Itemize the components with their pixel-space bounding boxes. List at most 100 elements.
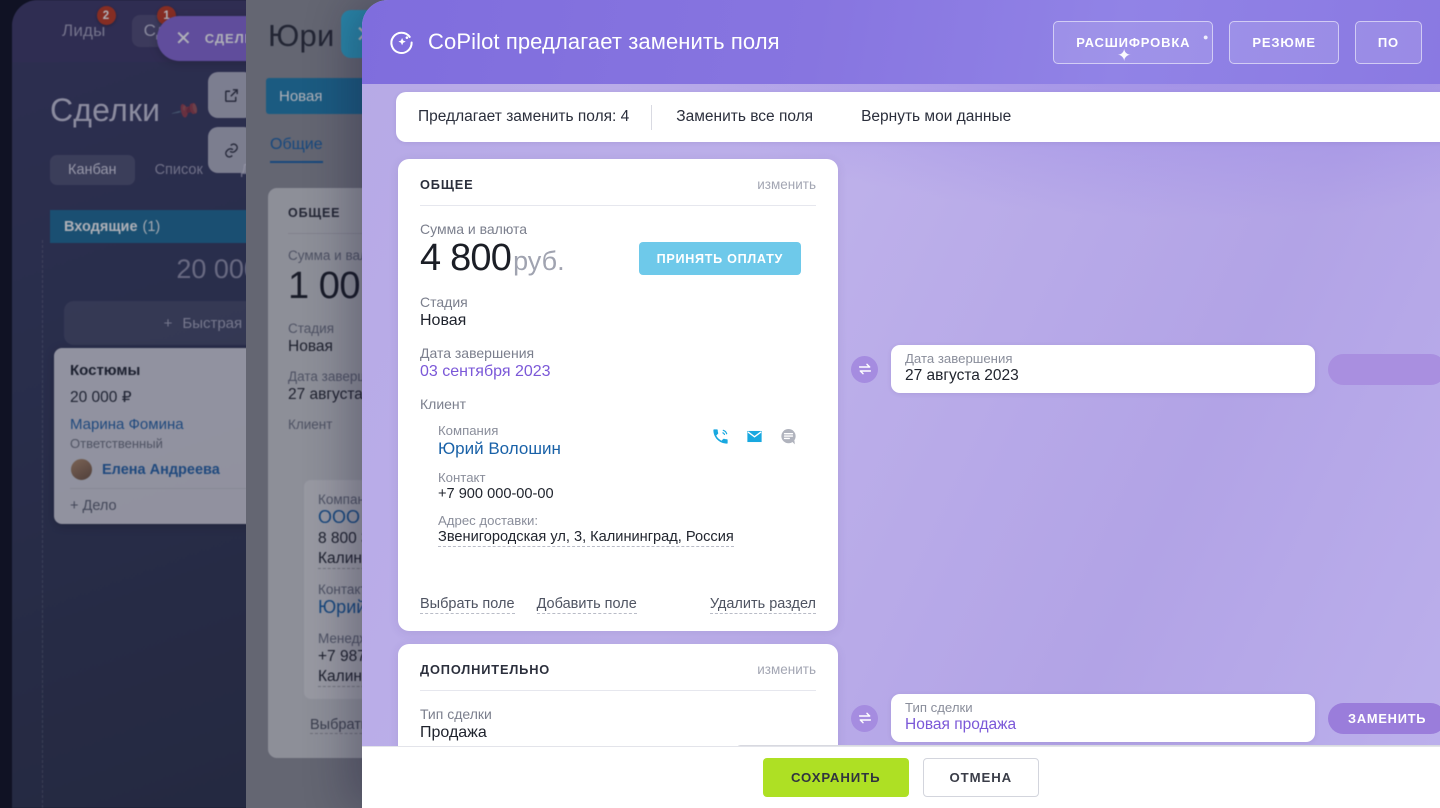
kanban-card-amount: 20 000 ₽	[70, 389, 132, 406]
field-card-extra-title: ДОПОЛНИТЕЛЬНО	[420, 662, 551, 677]
amount-value-group: 4 800руб.	[420, 237, 565, 279]
suggestion-toolbar: Предлагает заменить поля: 4 Заменить все…	[396, 92, 1440, 142]
edit-section-link[interactable]: изменить	[757, 177, 816, 192]
suggestion-deal-type-value: Новая продажа	[905, 716, 1017, 734]
stage-label: Стадия	[420, 293, 468, 310]
field-card-extra-header: ДОПОЛНИТЕЛЬНО изменить	[420, 662, 816, 677]
select-field-link[interactable]: Выбрать поле	[420, 596, 515, 614]
deal-type-label: Тип сделки	[420, 706, 492, 722]
deal-section-title: ОБЩЕЕ	[288, 206, 341, 220]
delivery-address-value[interactable]: Звенигородская ул, 3, Калининград, Росси…	[438, 528, 734, 547]
amount-currency: руб.	[513, 246, 565, 276]
tab-general[interactable]: Общие	[270, 136, 323, 163]
deal-stage-label: Стадия	[288, 321, 335, 336]
deal-date-label: Дата заверш	[288, 369, 369, 384]
kanban-card-role: Ответственный	[70, 436, 163, 451]
kanban-divider	[42, 240, 43, 808]
field-card-general-header: ОБЩЕЕ изменить	[420, 177, 816, 192]
amount-value: 4 800	[420, 237, 512, 279]
deal-company-value[interactable]: ООО «	[318, 507, 376, 527]
save-button[interactable]: СОХРАНИТЬ	[762, 758, 909, 797]
suggestion-box-date[interactable]: Дата завершения 27 августа 2023	[891, 345, 1315, 393]
field-card-general-footer: Выбрать поле Добавить поле Удалить разде…	[420, 596, 816, 614]
swap-arrows-icon[interactable]	[851, 355, 878, 383]
crm-tab-leads-badge: 2	[96, 6, 116, 25]
contact-value[interactable]: +7 900 000-00-00	[438, 485, 554, 502]
kanban-column-count: (1)	[142, 218, 161, 235]
copilot-overlay: CoPilot предлагает заменить поля ✦ ● РАС…	[362, 0, 1440, 808]
field-card-general-title: ОБЩЕЕ	[420, 177, 474, 192]
copilot-header-actions: РАСШИФРОВКА РЕЗЮМЕ ПО	[1053, 20, 1422, 64]
deal-stage-value: Новая	[288, 338, 333, 355]
cancel-button[interactable]: ОТМЕНА	[922, 758, 1040, 797]
replace-all-button[interactable]: Заменить все поля	[676, 108, 814, 125]
deal-date-value: 27 августа 2	[288, 386, 376, 403]
company-label: Компания	[438, 422, 499, 438]
suggestion-date-value: 27 августа 2023	[905, 367, 1019, 385]
chat-icon[interactable]	[779, 427, 798, 446]
deal-detail-title: Юри	[268, 18, 335, 53]
completion-date-label: Дата завершения	[420, 344, 535, 361]
email-icon[interactable]	[745, 427, 764, 446]
suggestion-date-label: Дата завершения	[905, 351, 1013, 366]
sparkle-small-icon: ●	[1203, 32, 1209, 42]
divider	[420, 205, 816, 206]
delete-section-link[interactable]: Удалить раздел	[709, 596, 816, 614]
close-icon[interactable]: ✕	[175, 27, 192, 50]
suggestion-count-label: Предлагает заменить поля: 4	[418, 108, 630, 125]
sparkle-icon: ✦	[1117, 46, 1132, 65]
amount-row: 4 800руб. ПРИНЯТЬ ОПЛАТУ	[420, 237, 816, 279]
add-field-link[interactable]: Добавить поле	[536, 596, 637, 614]
amount-label: Сумма и валюта	[420, 221, 528, 237]
suggestion-deal-type-label: Тип сделки	[905, 700, 973, 715]
phone-icon[interactable]	[711, 427, 730, 446]
suggestion-box-deal-type[interactable]: Тип сделки Новая продажа	[891, 694, 1315, 742]
contact-label: Контакт	[438, 469, 486, 485]
crm-tab-leads[interactable]: Лиды 2	[50, 6, 118, 47]
deal-type-value[interactable]: Продажа	[420, 724, 487, 741]
kanban-card-contact[interactable]: Марина Фомина	[70, 416, 184, 433]
copilot-logo-icon	[388, 29, 415, 56]
replace-button-deal-type[interactable]: ЗАМЕНИТЬ	[1328, 702, 1440, 734]
crm-segment-list[interactable]: Список	[154, 162, 203, 178]
divider	[420, 690, 816, 691]
page-title-text: Сделки	[50, 92, 161, 128]
plus-icon: +	[163, 314, 173, 332]
accept-payment-button[interactable]: ПРИНЯТЬ ОПЛАТУ	[638, 242, 801, 276]
add-task-button[interactable]: + Дело	[70, 498, 117, 514]
divider	[651, 104, 653, 130]
transcript-button[interactable]: РАСШИФРОВКА	[1053, 20, 1214, 64]
deal-client-label: Клиент	[288, 417, 333, 432]
client-label: Клиент	[420, 395, 467, 412]
summary-button[interactable]: РЕЗЮМЕ	[1229, 20, 1339, 64]
crm-segment-kanban[interactable]: Канбан	[50, 155, 135, 185]
copilot-title: CoPilot предлагает заменить поля	[428, 29, 780, 54]
deal-amount-label: Сумма и вал	[288, 248, 368, 263]
deal-contact-label: Контакт	[318, 582, 367, 597]
copilot-header: CoPilot предлагает заменить поля ✦ ● РАС…	[362, 0, 1440, 84]
suggestion-row-deal-type: Тип сделки Новая продажа ЗАМЕНИТЬ	[851, 694, 1440, 742]
crm-tab-leads-label: Лиды	[62, 21, 106, 40]
company-value[interactable]: Юрий Волошин	[438, 438, 561, 458]
replace-button-date[interactable]	[1328, 353, 1440, 385]
client-contact-icons	[711, 427, 798, 446]
avatar	[70, 458, 93, 481]
copilot-footer: СОХРАНИТЬ ОТМЕНА	[362, 746, 1440, 808]
kanban-card-title: Костюмы	[70, 362, 141, 379]
deal-manager-label: Менедже	[318, 631, 376, 646]
edit-section-link-extra[interactable]: изменить	[757, 662, 816, 677]
swap-arrows-icon[interactable]	[851, 704, 878, 732]
page-title: Сделки 📌	[50, 92, 202, 129]
completion-date-value[interactable]: 03 сентября 2023	[420, 362, 551, 380]
kanban-column-title: Входящие	[64, 218, 138, 235]
deal-amount-value: 1 00	[288, 265, 360, 307]
client-block: Компания Юрий Волошин Контакт +7 900 000…	[438, 423, 816, 547]
stage-value[interactable]: Новая	[420, 311, 467, 329]
revert-my-data-button[interactable]: Вернуть мои данные	[861, 108, 1012, 125]
more-button[interactable]: ПО	[1354, 20, 1422, 64]
kanban-card-owner-name: Елена Андреева	[102, 461, 220, 478]
suggestion-row-date: Дата завершения 27 августа 2023	[851, 345, 1440, 393]
kanban-card-owner[interactable]: Елена Андреева	[70, 458, 368, 481]
delivery-address-label: Адрес доставки:	[438, 512, 539, 528]
